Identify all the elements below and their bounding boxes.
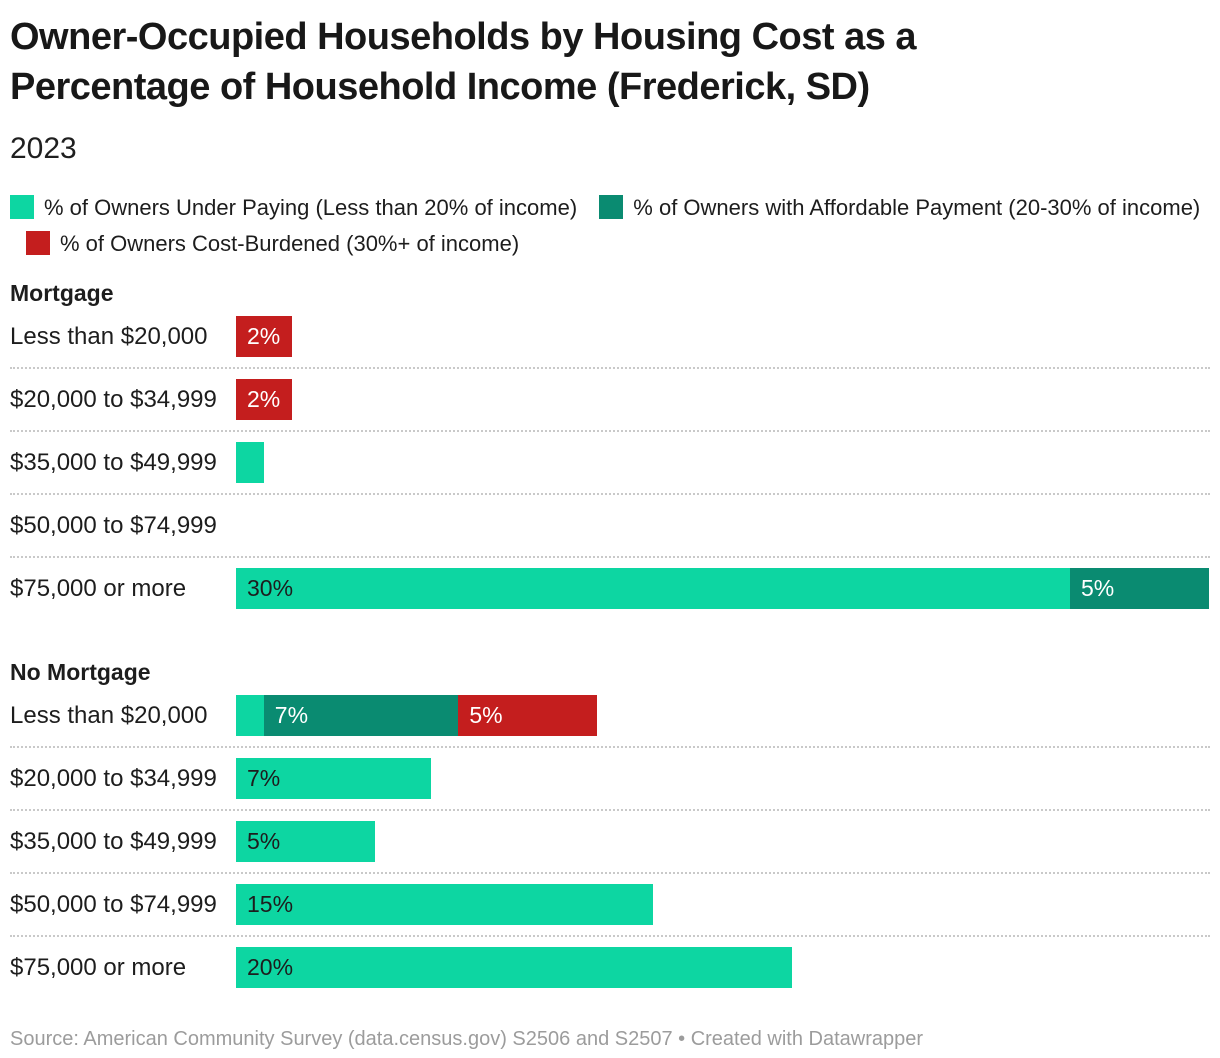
row-separator [10,935,1210,938]
bar-row: $50,000 to $74,999 [10,505,1210,546]
row-label: $35,000 to $49,999 [10,827,217,855]
legend-swatch-affordable [599,195,624,220]
footer-separator: • [672,1028,691,1051]
legend-item: % of Owners Cost-Burdened (30%+ of incom… [10,231,519,256]
legend-item: % of Owners Under Paying (Less than 20% … [10,195,577,220]
row-label: Less than $20,000 [10,322,208,350]
legend-label: % of Owners Under Paying (Less than 20% … [44,195,578,221]
bar-track: 2% [236,379,292,421]
datawrapper-credit-link[interactable]: Created with Datawrapper [690,1028,924,1051]
bar-row: Less than $20,000 2% [10,316,1210,358]
bar-row: $75,000 or more 30% 5% [10,568,1210,610]
legend-label: % of Owners Cost-Burdened (30%+ of incom… [60,231,520,257]
page-title: Owner-Occupied Households by Housing Cos… [10,16,917,109]
row-label: Less than $20,000 [10,701,208,729]
row-label: $20,000 to $34,999 [10,385,217,413]
bar-value-label: 7% [274,702,309,729]
bar-segment: 5% [458,695,598,737]
bar-track: 5% [236,821,375,863]
row-separator [10,809,1210,812]
bar-row: $35,000 to $49,999 5% [10,821,1210,863]
bar-row: $75,000 or more 20% [10,947,1210,989]
row-separator [10,746,1210,749]
bar-segment: 5% [1070,568,1209,610]
source-text: Source: American Community Survey (data.… [10,1028,673,1051]
legend-item: % of Owners with Affordable Payment (20-… [583,195,1200,220]
bar-track: 7% 5% [236,695,598,737]
footer: Source: American Community Survey (data.… [10,1028,1210,1051]
bar-track [236,442,264,484]
bar-segment: 30% [236,568,1070,610]
group-header-no-mortgage: No Mortgage [10,659,151,686]
group-header-mortgage: Mortgage [10,280,114,307]
bar-segment: 20% [236,947,792,989]
row-separator [10,493,1210,496]
bar-row: $20,000 to $34,999 2% [10,379,1210,421]
bar-value-label: 15% [247,891,294,918]
row-label: $20,000 to $34,999 [10,764,217,792]
row-separator [10,367,1210,370]
bar-segment: 2% [236,316,292,358]
bar-value-label: 2% [247,323,281,350]
legend-swatch-cost-burdened [26,231,50,256]
bar-segment [236,442,264,484]
bar-track: 15% [236,884,653,926]
bar-value-label: 2% [247,386,281,413]
bar-track: 30% 5% [236,568,1209,610]
bar-track: 7% [236,758,431,800]
bar-value-label: 7% [247,765,281,792]
row-label: $50,000 to $74,999 [10,511,217,539]
legend-swatch-under-paying [10,195,34,220]
row-separator [10,430,1210,433]
bar-row: Less than $20,000 7% 5% [10,695,1210,737]
row-label: $75,000 or more [10,953,187,981]
row-label: $35,000 to $49,999 [10,448,217,476]
row-label: $50,000 to $74,999 [10,890,217,918]
bar-track: 2% [236,316,292,358]
bar-row: $20,000 to $34,999 7% [10,758,1210,800]
legend: % of Owners Under Paying (Less than 20% … [10,190,1210,262]
bar-row: $35,000 to $49,999 [10,442,1210,484]
bar-row: $50,000 to $74,999 15% [10,884,1210,926]
bar-value-label: 30% [247,575,294,602]
row-label: $75,000 or more [10,574,187,602]
bar-segment: 5% [236,821,375,863]
bar-segment: 7% [263,695,459,737]
bar-segment: 15% [236,884,653,926]
bar-track: 20% [236,947,792,989]
bar-segment: 7% [236,758,431,800]
page-subtitle: 2023 [10,132,77,166]
legend-label: % of Owners with Affordable Payment (20-… [633,195,1201,221]
bar-value-label: 5% [469,702,503,729]
row-separator [10,872,1210,875]
bar-value-label: 20% [247,954,294,981]
bar-value-label: 5% [247,828,281,855]
bar-segment [236,695,264,737]
bar-segment: 2% [236,379,292,421]
row-separator [10,556,1210,559]
bar-value-label: 5% [1081,575,1115,602]
